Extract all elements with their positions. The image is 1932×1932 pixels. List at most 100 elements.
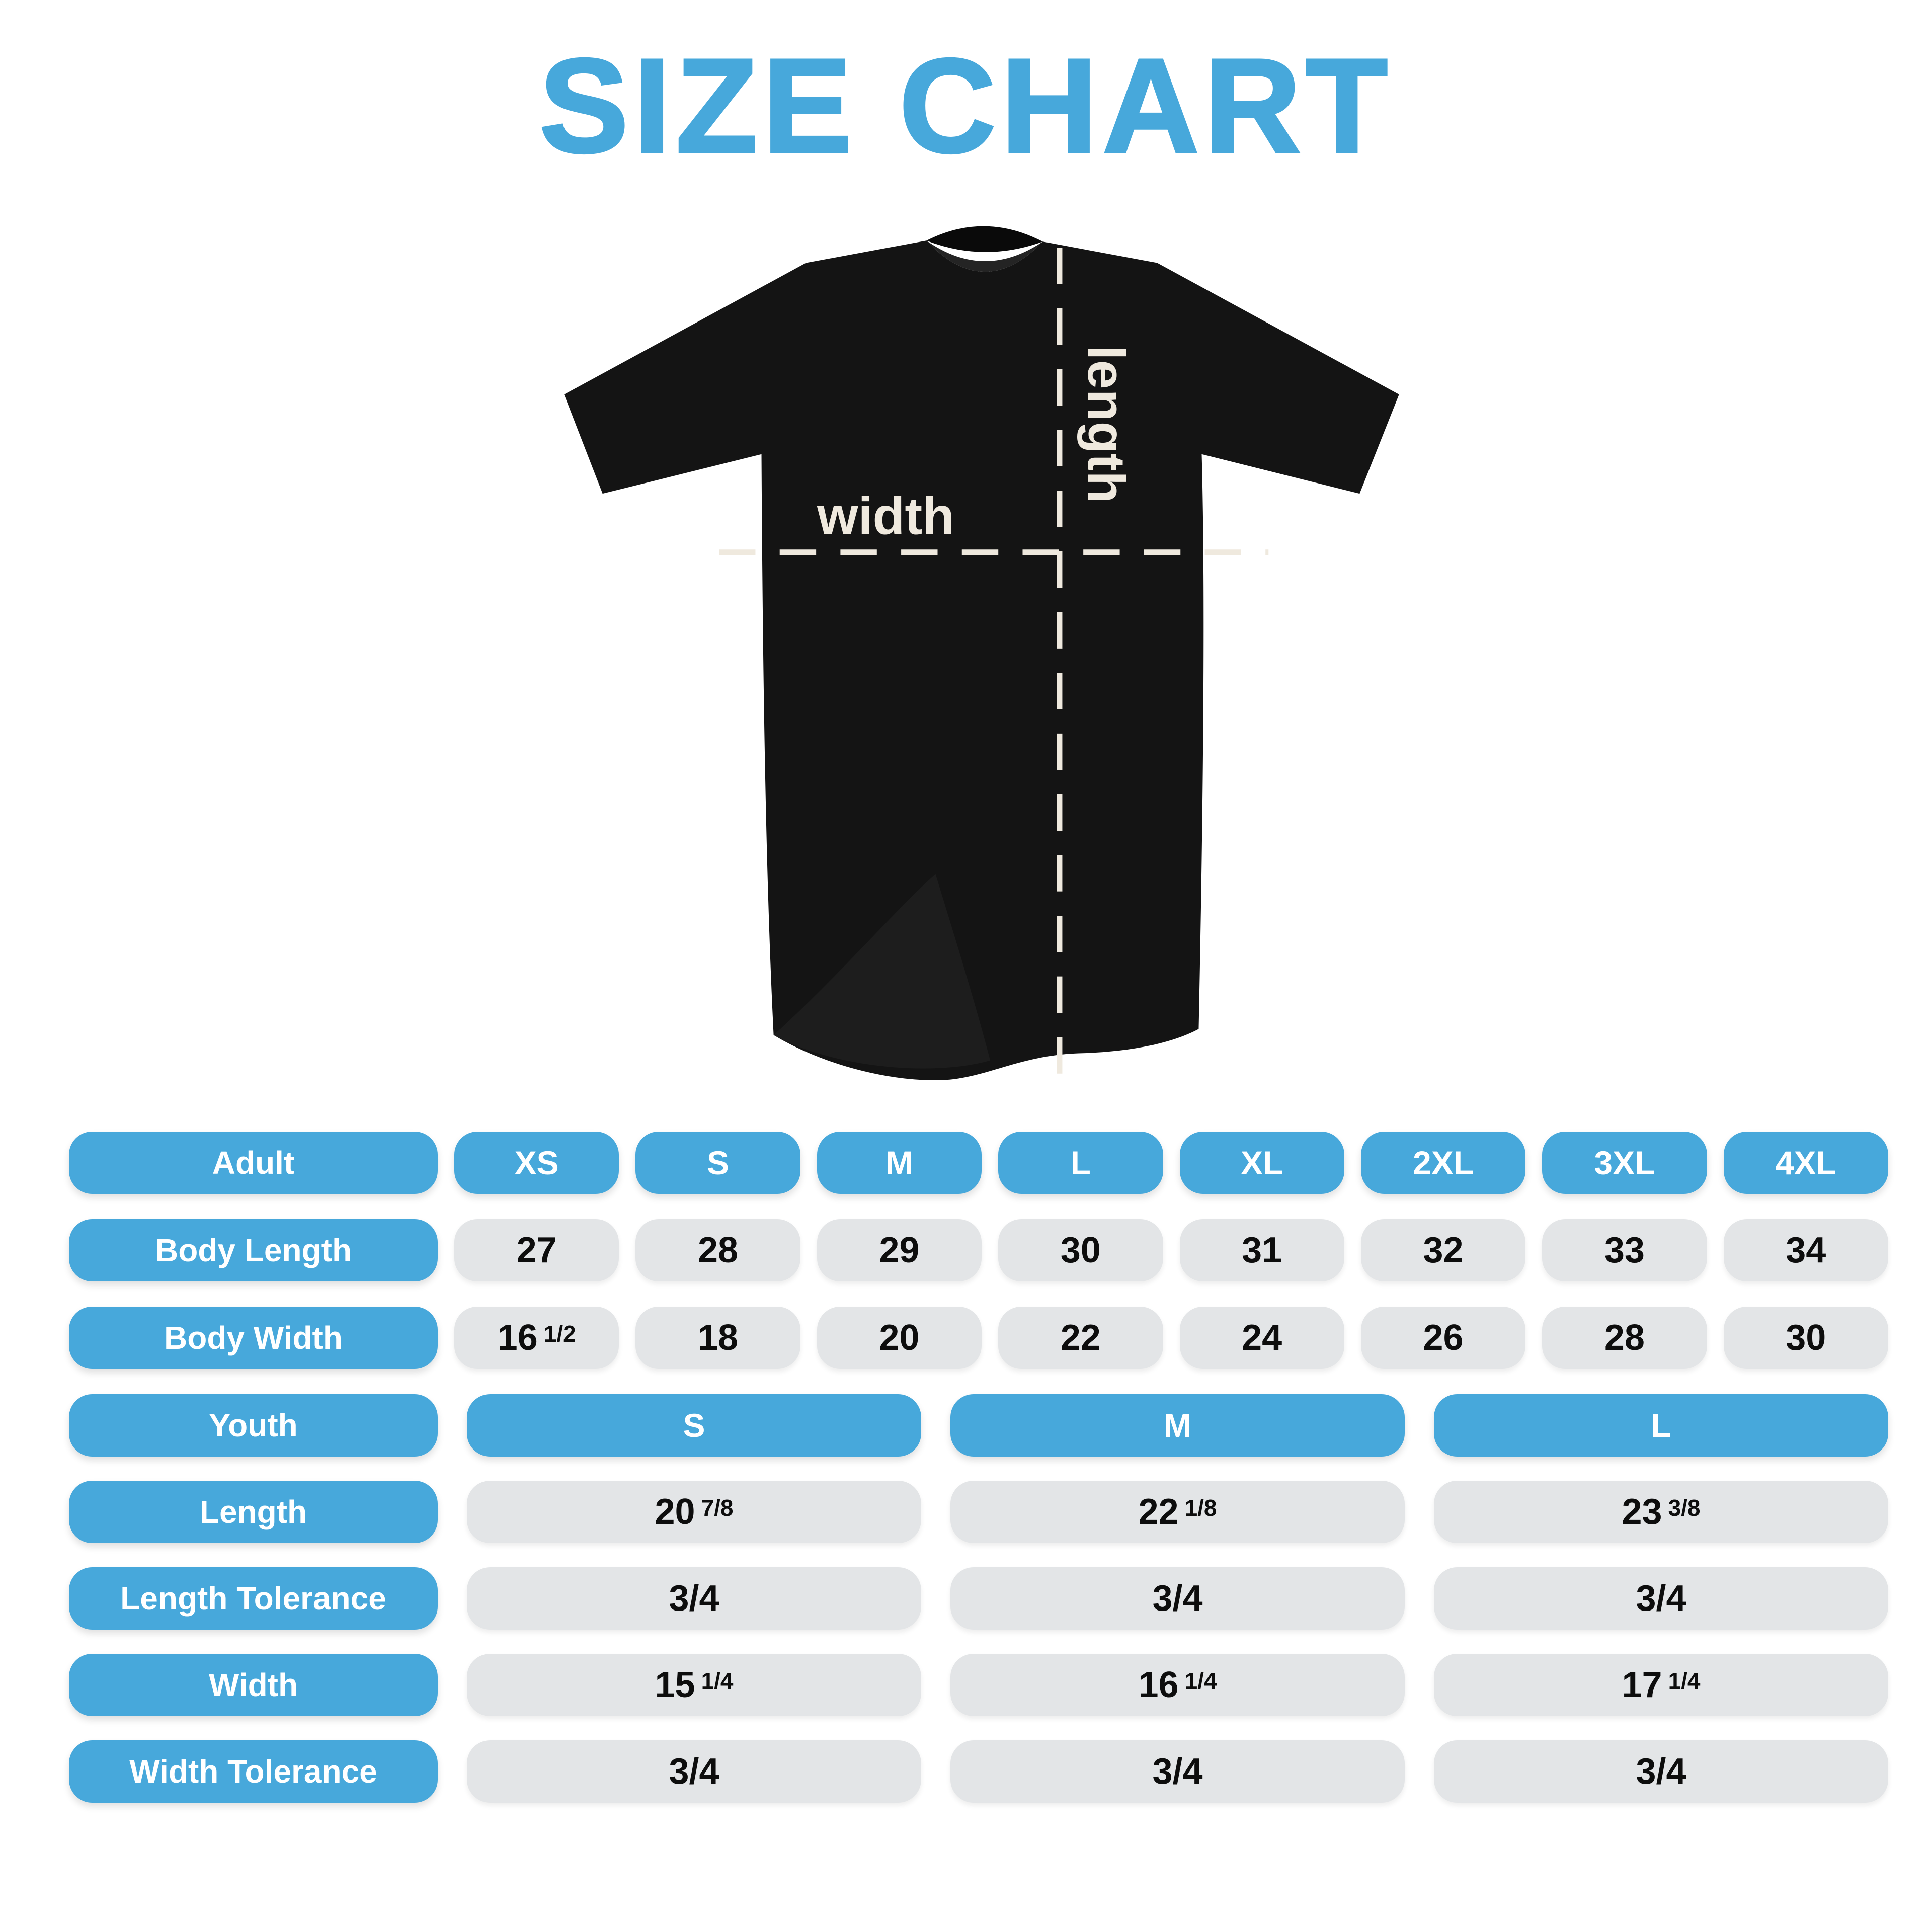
value-cell: 20 7/8 xyxy=(467,1481,921,1543)
size-header-pill: L xyxy=(1434,1394,1888,1457)
value-cell: 30 xyxy=(998,1219,1163,1281)
value-whole: 34 xyxy=(1786,1230,1826,1270)
value-cell: 16 1/4 xyxy=(950,1654,1405,1716)
value-fraction: 3/8 xyxy=(1668,1495,1701,1521)
size-header-pill: M xyxy=(817,1132,982,1194)
value-whole: 17 xyxy=(1622,1665,1662,1705)
row-label-pill: Body Width xyxy=(69,1307,438,1369)
collar-rib xyxy=(926,240,1043,272)
measurement-row: Body Length 27 28 29 30 31 32 33 34 xyxy=(69,1219,1888,1281)
youth-size-table: Youth S M L Length 20 7/8 22 1/8 23 3/8 Length Tole… xyxy=(69,1394,1888,1803)
size-header-pill: 2XL xyxy=(1360,1132,1526,1194)
collar-back xyxy=(926,226,1043,252)
value-whole: 31 xyxy=(1242,1230,1282,1270)
value-fraction: 7/8 xyxy=(701,1495,734,1521)
value-cell: 3/4 xyxy=(950,1567,1405,1630)
length-label: length xyxy=(1077,345,1136,503)
value-cell: 17 1/4 xyxy=(1434,1654,1888,1716)
value-whole: 28 xyxy=(698,1230,739,1270)
value-fraction: 1/2 xyxy=(543,1321,576,1347)
tshirt-diagram: length width xyxy=(533,216,1429,1097)
row-label-pill: Body Length xyxy=(69,1219,438,1281)
section-label-pill: Youth xyxy=(69,1394,438,1457)
value-fraction: 1/4 xyxy=(1184,1668,1217,1694)
value-whole: 3/4 xyxy=(669,1578,719,1619)
value-cell: 3/4 xyxy=(467,1567,921,1630)
size-header-pill: S xyxy=(467,1394,921,1457)
value-cell: 30 xyxy=(1723,1307,1888,1369)
size-header-pill: M xyxy=(950,1394,1405,1457)
value-cell: 20 xyxy=(817,1307,982,1369)
width-label: width xyxy=(817,487,954,546)
size-header-pill: XL xyxy=(1179,1132,1344,1194)
value-cell: 34 xyxy=(1723,1219,1888,1281)
value-cell: 33 xyxy=(1542,1219,1707,1281)
size-tables: Adult XS S M L XL 2XL 3XL 4XL Body Length 27 28 29 30… xyxy=(69,1132,1888,1827)
value-cell: 32 xyxy=(1360,1219,1526,1281)
size-header-pill: S xyxy=(635,1132,800,1194)
measurement-row: Length 20 7/8 22 1/8 23 3/8 xyxy=(69,1481,1888,1543)
value-whole: 3/4 xyxy=(669,1751,719,1792)
value-fraction: 1/4 xyxy=(1668,1668,1701,1694)
value-whole: 33 xyxy=(1604,1230,1645,1270)
value-whole: 20 xyxy=(879,1318,920,1358)
value-cell: 3/4 xyxy=(1434,1740,1888,1803)
row-label-pill: Length Tolerance xyxy=(69,1567,438,1630)
tshirt-silhouette xyxy=(564,240,1399,1080)
value-fraction: 1/8 xyxy=(1184,1495,1217,1521)
tshirt-svg: length width xyxy=(564,226,1399,1080)
row-label-pill: Length xyxy=(69,1481,438,1543)
value-whole: 22 xyxy=(1138,1492,1179,1532)
value-cell: 27 xyxy=(454,1219,619,1281)
size-header-pill: 3XL xyxy=(1542,1132,1707,1194)
value-whole: 3/4 xyxy=(1636,1578,1686,1619)
size-header-pill: L xyxy=(998,1132,1163,1194)
value-cell: 29 xyxy=(817,1219,982,1281)
value-cell: 26 xyxy=(1360,1307,1526,1369)
value-whole: 23 xyxy=(1622,1492,1662,1532)
size-header-row: Youth S M L xyxy=(69,1394,1888,1457)
measurement-row: Width 15 1/4 16 1/4 17 1/4 xyxy=(69,1654,1888,1716)
value-cell: 18 xyxy=(635,1307,800,1369)
value-whole: 3/4 xyxy=(1636,1751,1686,1792)
measurement-row: Width Tolerance 3/4 3/4 3/4 xyxy=(69,1740,1888,1803)
value-cell: 24 xyxy=(1179,1307,1344,1369)
adult-size-table: Adult XS S M L XL 2XL 3XL 4XL Body Length 27 28 29 30… xyxy=(69,1132,1888,1369)
row-label-pill: Width Tolerance xyxy=(69,1740,438,1803)
value-whole: 22 xyxy=(1060,1318,1101,1358)
value-cell: 22 xyxy=(998,1307,1163,1369)
value-cell: 15 1/4 xyxy=(467,1654,921,1716)
value-whole: 30 xyxy=(1786,1318,1826,1358)
value-whole: 24 xyxy=(1242,1318,1282,1358)
size-header-pill: XS xyxy=(454,1132,619,1194)
row-label-pill: Width xyxy=(69,1654,438,1716)
page-title: SIZE CHART xyxy=(538,31,1393,181)
value-cell: 22 1/8 xyxy=(950,1481,1405,1543)
section-label-pill: Adult xyxy=(69,1132,438,1194)
value-cell: 3/4 xyxy=(1434,1567,1888,1630)
value-cell: 3/4 xyxy=(467,1740,921,1803)
value-whole: 20 xyxy=(655,1492,695,1532)
value-whole: 26 xyxy=(1423,1318,1464,1358)
value-cell: 28 xyxy=(1542,1307,1707,1369)
value-cell: 3/4 xyxy=(950,1740,1405,1803)
value-whole: 32 xyxy=(1423,1230,1464,1270)
measurement-row: Length Tolerance 3/4 3/4 3/4 xyxy=(69,1567,1888,1630)
hem-fold-shade xyxy=(773,874,991,1069)
size-header-pill: 4XL xyxy=(1723,1132,1888,1194)
value-cell: 31 xyxy=(1179,1219,1344,1281)
measurement-row: Body Width 16 1/2 18 20 22 24 26 28 30 xyxy=(69,1307,1888,1369)
size-header-row: Adult XS S M L XL 2XL 3XL 4XL xyxy=(69,1132,1888,1194)
value-whole: 28 xyxy=(1604,1318,1645,1358)
value-cell: 28 xyxy=(635,1219,800,1281)
value-whole: 30 xyxy=(1060,1230,1101,1270)
value-fraction: 1/4 xyxy=(701,1668,734,1694)
value-whole: 29 xyxy=(879,1230,920,1270)
value-cell: 23 3/8 xyxy=(1434,1481,1888,1543)
value-whole: 18 xyxy=(698,1318,739,1358)
value-cell: 16 1/2 xyxy=(454,1307,619,1369)
value-whole: 16 xyxy=(1138,1665,1179,1705)
value-whole: 27 xyxy=(516,1230,557,1270)
value-whole: 16 xyxy=(497,1318,538,1358)
